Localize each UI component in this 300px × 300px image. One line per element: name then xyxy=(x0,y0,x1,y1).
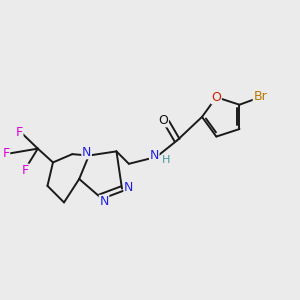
Text: N: N xyxy=(99,195,109,208)
Text: N: N xyxy=(124,181,134,194)
Text: O: O xyxy=(158,114,168,127)
Text: N: N xyxy=(82,146,91,159)
Text: Br: Br xyxy=(253,90,267,103)
Text: F: F xyxy=(2,147,10,160)
Text: H: H xyxy=(162,155,170,165)
Text: F: F xyxy=(22,164,29,177)
Text: N: N xyxy=(150,149,159,162)
Text: F: F xyxy=(16,126,23,139)
Text: O: O xyxy=(212,91,221,104)
